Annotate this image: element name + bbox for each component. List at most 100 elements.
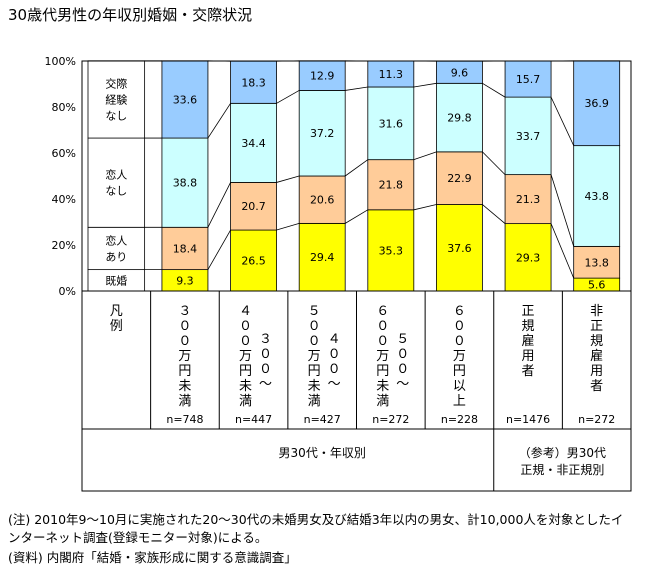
series-connector bbox=[207, 182, 231, 228]
bar-segment bbox=[504, 60, 552, 98]
bar-segment bbox=[230, 102, 277, 183]
category-label: 非正規雇用者 bbox=[590, 304, 603, 394]
category-label: ４００〜 bbox=[328, 332, 341, 392]
legend-label-1: 既婚 bbox=[105, 273, 127, 287]
bar-segment bbox=[367, 60, 415, 88]
y-tick-label: 60% bbox=[52, 147, 76, 160]
chart-frame bbox=[81, 60, 632, 492]
category-label: ６００万円以上 bbox=[453, 304, 466, 409]
data-label: 31.6 bbox=[379, 117, 404, 130]
data-label: 38.8 bbox=[173, 177, 198, 190]
data-label: 36.9 bbox=[584, 97, 609, 110]
bar-segment bbox=[504, 174, 552, 225]
data-label: 35.3 bbox=[379, 244, 404, 257]
sample-size-label: n=447 bbox=[235, 413, 272, 426]
data-label: 33.7 bbox=[516, 130, 541, 143]
legend-label-3: 恋人なし bbox=[105, 168, 127, 198]
y-tick-label: 0% bbox=[59, 285, 76, 298]
category-label: 正規雇用者 bbox=[522, 304, 535, 379]
data-label: 12.9 bbox=[310, 70, 335, 83]
footnote-survey: (注) 2010年9〜10月に実施された20〜30代の未婚男女及び結婚3年以内の… bbox=[8, 512, 624, 545]
data-label: 29.8 bbox=[447, 112, 472, 125]
sample-size-label: n=272 bbox=[578, 413, 615, 426]
series-connector bbox=[207, 229, 231, 270]
series-connector bbox=[550, 174, 575, 247]
data-label: 9.3 bbox=[176, 274, 194, 287]
bar-segment bbox=[367, 86, 415, 161]
legend-header: 凡例 bbox=[110, 304, 123, 334]
stacked-bar-chart: 0% 20% 40% 60% 80% 100% 9.3 18.4 38.8 33.6 26.5 20.… bbox=[45, 55, 632, 492]
category-label: ６００万円未満 bbox=[376, 304, 389, 409]
series-connector bbox=[276, 90, 300, 104]
series-connector bbox=[482, 151, 506, 175]
bar-segment bbox=[298, 60, 346, 91]
legend-box bbox=[87, 137, 146, 228]
series-connector bbox=[482, 204, 506, 224]
category-label: ５００〜 bbox=[396, 332, 409, 392]
series-connector bbox=[550, 223, 575, 279]
data-label: 18.3 bbox=[241, 76, 266, 89]
bar-segment bbox=[436, 151, 483, 205]
series-connector bbox=[345, 86, 368, 91]
bar-segment bbox=[230, 182, 277, 231]
series-connector bbox=[344, 159, 369, 177]
data-label: 20.7 bbox=[241, 200, 266, 213]
sample-size-label: n=228 bbox=[441, 413, 478, 426]
bar-segment bbox=[573, 60, 621, 147]
series-connector bbox=[413, 82, 437, 88]
y-tick-label: 40% bbox=[52, 193, 76, 206]
sample-size-label: n=427 bbox=[304, 413, 341, 426]
data-label: 22.9 bbox=[447, 172, 472, 185]
bar-segment bbox=[161, 137, 209, 228]
data-label: 5.6 bbox=[588, 279, 606, 292]
data-label: 37.6 bbox=[447, 242, 472, 255]
y-tick-label: 20% bbox=[52, 239, 76, 252]
category-label: ３００万円未満 bbox=[178, 304, 191, 409]
bar-segment bbox=[298, 90, 346, 177]
bar-segment bbox=[573, 245, 621, 279]
bar-segment bbox=[230, 60, 277, 104]
category-label: ５００万円未満 bbox=[308, 304, 321, 409]
chart-title: 30歳代男性の年収別婚姻・交際状況 bbox=[8, 6, 253, 24]
data-label: 43.8 bbox=[584, 190, 609, 203]
data-label: 29.3 bbox=[516, 251, 541, 264]
bar-segment bbox=[436, 204, 483, 292]
data-label: 21.3 bbox=[516, 193, 541, 206]
series-connector bbox=[413, 151, 437, 161]
data-label: 37.2 bbox=[310, 127, 335, 140]
data-label: 29.4 bbox=[310, 251, 335, 264]
series-connector bbox=[550, 96, 575, 146]
bar-segment bbox=[573, 145, 621, 247]
category-label: ３００〜 bbox=[259, 332, 272, 392]
legend-label-4: 交際経験なし bbox=[105, 76, 127, 122]
data-label: 21.8 bbox=[379, 179, 404, 192]
group-label-employment: （参考）男30代正規・非正規別 bbox=[519, 445, 606, 477]
data-label: 34.4 bbox=[241, 137, 266, 150]
series-connector bbox=[413, 204, 437, 211]
series-connector bbox=[482, 82, 506, 98]
data-label: 18.4 bbox=[173, 242, 198, 255]
data-label: 33.6 bbox=[173, 93, 198, 106]
sample-size-label: n=272 bbox=[372, 413, 409, 426]
series-connector bbox=[276, 175, 300, 183]
y-tick-label: 80% bbox=[52, 101, 76, 114]
category-label: ４００万円未満 bbox=[239, 304, 252, 409]
bar-segment bbox=[161, 226, 209, 271]
sample-size-label: n=1476 bbox=[506, 413, 550, 426]
legend-label-2: 恋人あり bbox=[105, 233, 127, 263]
data-label: 11.3 bbox=[379, 68, 404, 81]
bar-segment bbox=[436, 82, 483, 153]
series-connector bbox=[344, 209, 369, 224]
series-connector bbox=[276, 222, 300, 231]
series-connector bbox=[207, 103, 231, 139]
data-label: 13.8 bbox=[584, 256, 609, 269]
legend-box bbox=[87, 60, 146, 139]
data-label: 15.7 bbox=[516, 73, 541, 86]
group-label-income: 男30代・年収別 bbox=[279, 446, 366, 460]
data-label: 9.6 bbox=[451, 66, 469, 79]
y-tick-label: 100% bbox=[45, 55, 76, 68]
bar-segment bbox=[367, 209, 415, 292]
data-label: 26.5 bbox=[241, 255, 266, 268]
footnote-source: (資料) 内閣府「結婚・家族形成に関する意識調査」 bbox=[8, 550, 297, 565]
legend-box bbox=[87, 226, 146, 271]
